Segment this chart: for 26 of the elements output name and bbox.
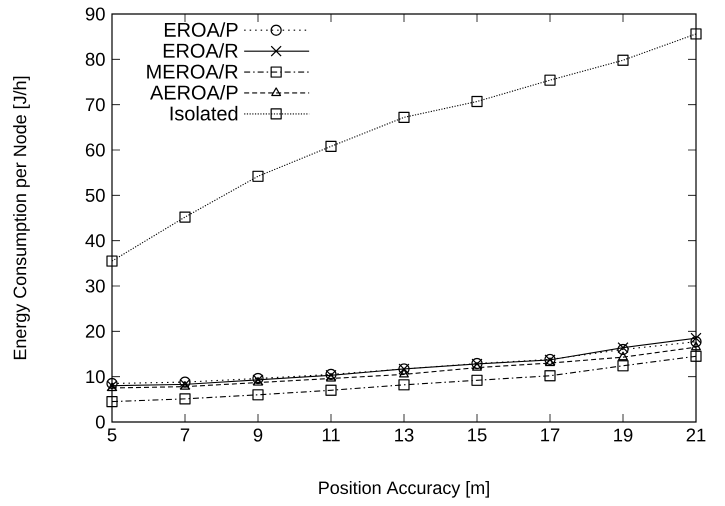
x-tick-label: 11 xyxy=(322,428,340,442)
y-tick-label: 30 xyxy=(86,279,105,293)
x-tick-label: 13 xyxy=(395,428,414,442)
legend-label: EROA/R xyxy=(164,43,238,58)
x-tick-label: 21 xyxy=(686,428,706,442)
x-tick-label: 9 xyxy=(254,428,262,442)
legend-label: AEROA/P xyxy=(150,85,238,100)
x-tick-label: 19 xyxy=(614,428,632,442)
legend-label: EROA/P xyxy=(164,22,238,37)
x-tick-label: 17 xyxy=(541,428,560,442)
x-tick-label: 7 xyxy=(180,428,190,442)
x-tick-label: 5 xyxy=(108,428,116,442)
y-tick-label: 0 xyxy=(96,415,105,429)
x-axis-title: Position Accuracy [m] xyxy=(319,480,489,498)
x-tick-label: 15 xyxy=(468,428,486,442)
y-tick-label: 70 xyxy=(86,98,105,112)
legend-label: MEROA/R xyxy=(147,64,238,79)
legend-label: Isolated xyxy=(170,106,238,121)
y-axis-title: Energy Consumption per Node [J/h] xyxy=(13,76,30,360)
y-tick-label: 40 xyxy=(85,234,105,248)
y-tick-label: 90 xyxy=(86,7,105,21)
y-tick-label: 20 xyxy=(86,324,105,338)
y-tick-label: 80 xyxy=(86,52,105,66)
y-tick-label: 60 xyxy=(86,143,105,157)
y-tick-label: 10 xyxy=(86,370,105,384)
y-tick-label: 50 xyxy=(86,188,105,202)
